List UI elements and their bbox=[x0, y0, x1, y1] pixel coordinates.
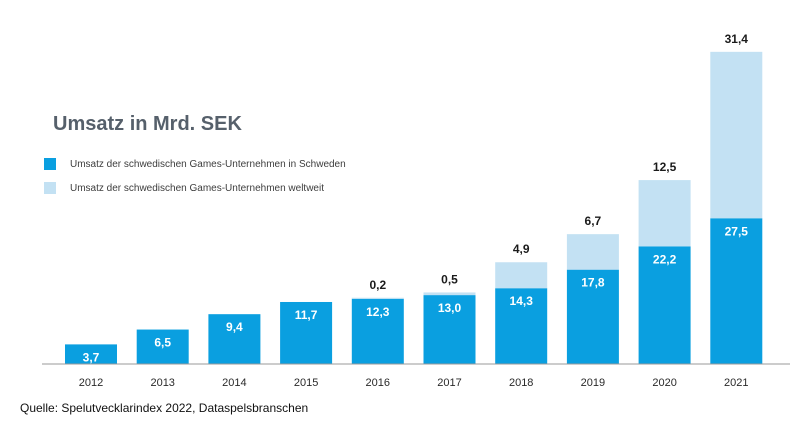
bar-worldwide-2017 bbox=[423, 292, 476, 296]
bar-worldwide-2019 bbox=[566, 234, 619, 270]
label-domestic-2020: 22,2 bbox=[653, 252, 677, 266]
x-tick-2016: 2016 bbox=[366, 377, 390, 389]
bar-domestic-2018 bbox=[495, 288, 548, 364]
x-tick-2013: 2013 bbox=[150, 377, 174, 389]
bar-domestic-2021 bbox=[710, 218, 763, 364]
label-worldwide-2017: 0,5 bbox=[441, 272, 458, 286]
label-domestic-2012: 3,7 bbox=[83, 350, 100, 364]
label-domestic-2014: 9,4 bbox=[226, 320, 243, 334]
bar-domestic-2012 bbox=[65, 344, 117, 364]
bar-domestic-2014 bbox=[208, 314, 261, 364]
label-domestic-2021: 27,5 bbox=[725, 224, 749, 238]
bar-worldwide-2016 bbox=[351, 297, 404, 299]
chart-title: Umsatz in Mrd. SEK bbox=[53, 113, 242, 135]
label-worldwide-2021: 31,4 bbox=[725, 32, 749, 46]
label-domestic-2018: 14,3 bbox=[510, 294, 534, 308]
bar-domestic-2017 bbox=[423, 295, 476, 364]
source-note: Quelle: Spelutvecklarindex 2022, Dataspe… bbox=[20, 401, 309, 415]
bar-domestic-2019 bbox=[566, 269, 619, 364]
label-domestic-2015: 11,7 bbox=[295, 308, 318, 322]
legend-item-worldwide: Umsatz der schwedischen Games-Unternehme… bbox=[44, 182, 324, 194]
legend-label-domestic: Umsatz der schwedischen Games-Unternehme… bbox=[70, 158, 346, 170]
x-tick-2021: 2021 bbox=[724, 377, 748, 389]
bar-domestic-2020 bbox=[638, 246, 691, 364]
x-tick-2019: 2019 bbox=[581, 377, 605, 389]
label-domestic-2017: 13,0 bbox=[438, 301, 462, 315]
bar-domestic-2013 bbox=[136, 329, 189, 364]
x-tick-2014: 2014 bbox=[222, 377, 246, 389]
label-worldwide-2020: 12,5 bbox=[653, 160, 677, 174]
legend-swatch-worldwide bbox=[44, 182, 56, 194]
bar-domestic-2016 bbox=[351, 298, 404, 364]
label-worldwide-2016: 0,2 bbox=[369, 278, 386, 292]
x-tick-2012: 2012 bbox=[79, 377, 103, 389]
label-worldwide-2018: 4,9 bbox=[513, 242, 530, 256]
x-tick-2017: 2017 bbox=[437, 377, 461, 389]
x-tick-2015: 2015 bbox=[294, 377, 318, 389]
bar-domestic-2015 bbox=[280, 301, 333, 364]
legend-label-worldwide: Umsatz der schwedischen Games-Unternehme… bbox=[70, 182, 324, 194]
label-domestic-2019: 17,8 bbox=[581, 276, 605, 290]
x-tick-2018: 2018 bbox=[509, 377, 533, 389]
bar-worldwide-2018 bbox=[495, 262, 548, 289]
legend-swatch-domestic bbox=[44, 158, 56, 170]
bar-worldwide-2020 bbox=[638, 180, 691, 247]
label-domestic-2016: 12,3 bbox=[366, 305, 390, 319]
x-tick-2020: 2020 bbox=[652, 377, 676, 389]
legend-item-domestic: Umsatz der schwedischen Games-Unternehme… bbox=[44, 158, 346, 170]
label-worldwide-2019: 6,7 bbox=[585, 214, 602, 228]
bar-worldwide-2021 bbox=[710, 51, 763, 219]
label-domestic-2013: 6,5 bbox=[154, 336, 171, 350]
